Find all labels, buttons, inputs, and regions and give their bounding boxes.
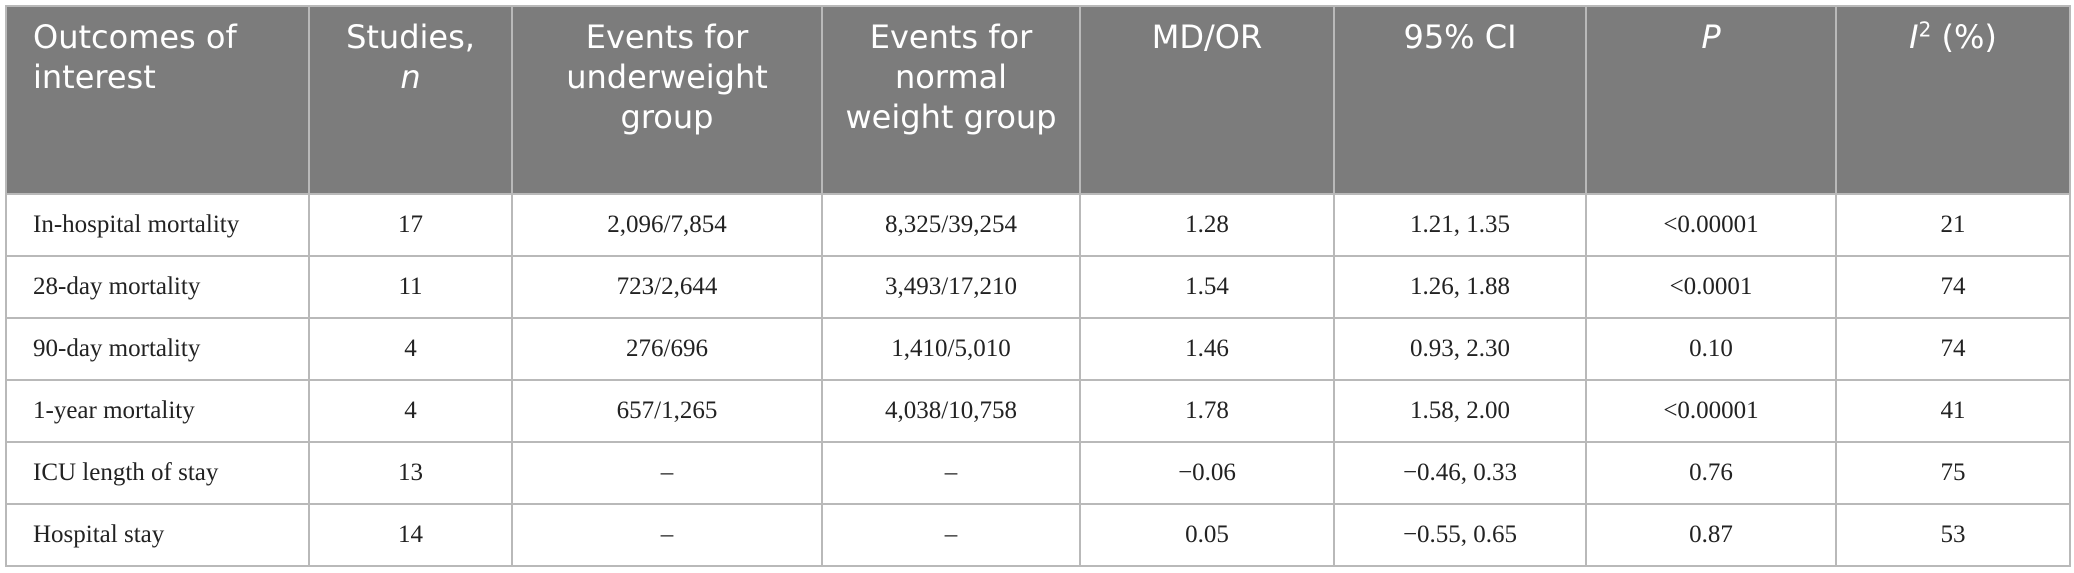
header-p: P: [1585, 5, 1837, 195]
table-cell: 0.93, 2.30: [1333, 317, 1587, 381]
header-i2-letter: I: [1909, 18, 1919, 56]
table-cell: <0.00001: [1585, 379, 1837, 443]
table-cell: 1.54: [1079, 255, 1335, 319]
table-cell: 74: [1835, 255, 2071, 319]
table-cell: 90-day mortality: [5, 317, 310, 381]
table-cell: <0.0001: [1585, 255, 1837, 319]
header-row: Outcomes of interest Studies, n Events f…: [5, 5, 2071, 195]
header-outcomes: Outcomes of interest: [5, 5, 310, 195]
table-cell: 11: [308, 255, 513, 319]
table-cell: 276/696: [511, 317, 823, 381]
table-cell: 2,096/7,854: [511, 193, 823, 257]
table-row: 1-year mortality 4 657/1,265 4,038/10,758 1.…: [5, 379, 2071, 443]
table-cell: –: [511, 503, 823, 567]
table-cell: 13: [308, 441, 513, 505]
table-row: ICU length of stay 13– – −0.06 −0.46, 0.33 0.…: [5, 441, 2071, 505]
table-cell: 74: [1835, 317, 2071, 381]
table-cell: 4: [308, 317, 513, 381]
header-i2: I2 (%): [1835, 5, 2071, 195]
table-row: In-hospital mortality 17 2,096/7,854 8,325/…: [5, 193, 2071, 257]
table-cell: 0.10: [1585, 317, 1837, 381]
table-cell: 1,410/5,010: [821, 317, 1081, 381]
table-cell: In-hospital mortality: [5, 193, 310, 257]
header-studies: Studies, n: [308, 5, 513, 195]
header-p-label: P: [1701, 18, 1721, 56]
table-cell: 1-year mortality: [5, 379, 310, 443]
outcomes-table: Outcomes of interest Studies, n Events f…: [5, 5, 2071, 567]
table-cell: 1.28: [1079, 193, 1335, 257]
table-cell: 657/1,265: [511, 379, 823, 443]
table-cell: 0.87: [1585, 503, 1837, 567]
table-cell: −0.06: [1079, 441, 1335, 505]
table-cell: 1.21, 1.35: [1333, 193, 1587, 257]
header-i2-unit: (%): [1931, 18, 1997, 56]
table-cell: –: [821, 441, 1081, 505]
header-i2-sup: 2: [1918, 17, 1932, 42]
table-cell: 75: [1835, 441, 2071, 505]
header-ci: 95% CI: [1333, 5, 1587, 195]
table-body: In-hospital mortality 17 2,096/7,854 8,325/…: [5, 193, 2071, 567]
table-cell: 17: [308, 193, 513, 257]
table-row: 90-day mortality 4 276/696 1,410/5,010 1.46 0…: [5, 317, 2071, 381]
table-cell: 14: [308, 503, 513, 567]
table-cell: Hospital stay: [5, 503, 310, 567]
table-cell: 1.58, 2.00: [1333, 379, 1587, 443]
table-cell: 53: [1835, 503, 2071, 567]
header-events-normal: Events for normal weight group: [821, 5, 1081, 195]
table-cell: 8,325/39,254: [821, 193, 1081, 257]
table-cell: ICU length of stay: [5, 441, 310, 505]
table-row: Hospital stay 14– –0.05 −0.55, 0.65 0.87 53: [5, 503, 2071, 567]
header-studies-label: Studies,: [346, 18, 475, 56]
header-events-underweight: Events for underweight group: [511, 5, 823, 195]
table-cell: 41: [1835, 379, 2071, 443]
table-cell: 0.05: [1079, 503, 1335, 567]
table-cell: 0.76: [1585, 441, 1837, 505]
results-table-container: Outcomes of interest Studies, n Events f…: [5, 5, 2071, 567]
table-cell: 3,493/17,210: [821, 255, 1081, 319]
table-cell: 1.46: [1079, 317, 1335, 381]
header-md-or: MD/OR: [1079, 5, 1335, 195]
table-cell: 723/2,644: [511, 255, 823, 319]
table-cell: −0.55, 0.65: [1333, 503, 1587, 567]
table-cell: 1.78: [1079, 379, 1335, 443]
table-cell: –: [511, 441, 823, 505]
table-cell: 4,038/10,758: [821, 379, 1081, 443]
table-cell: 28-day mortality: [5, 255, 310, 319]
header-studies-n: n: [400, 58, 421, 96]
table-cell: 4: [308, 379, 513, 443]
table-cell: –: [821, 503, 1081, 567]
table-cell: −0.46, 0.33: [1333, 441, 1587, 505]
table-cell: 1.26, 1.88: [1333, 255, 1587, 319]
table-cell: 21: [1835, 193, 2071, 257]
table-cell: <0.00001: [1585, 193, 1837, 257]
table-row: 28-day mortality 11 723/2,644 3,493/17,210 1…: [5, 255, 2071, 319]
